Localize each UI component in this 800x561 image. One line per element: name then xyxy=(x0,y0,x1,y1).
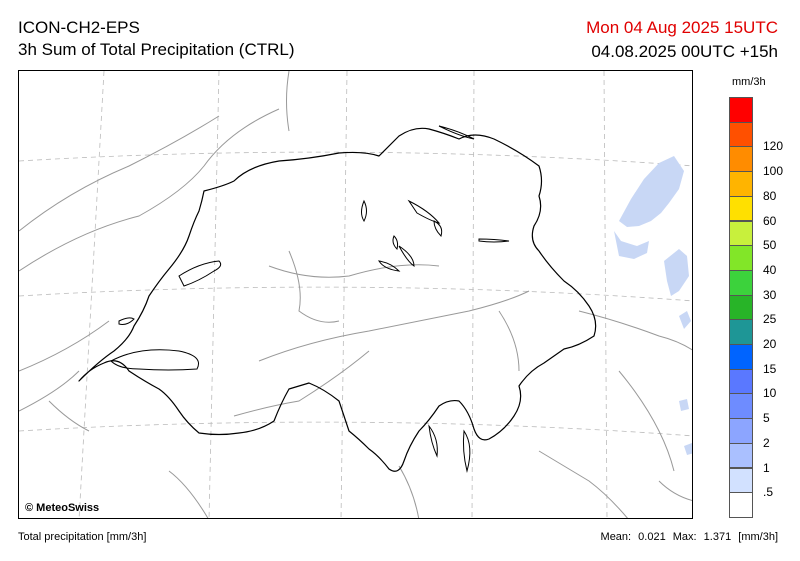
legend-swatch xyxy=(729,344,753,370)
max-value: 1.371 xyxy=(703,531,732,543)
regional-boundaries xyxy=(19,71,692,518)
legend-unit: mm/3h xyxy=(732,76,766,88)
legend-label: 25 xyxy=(763,312,777,327)
legend-swatch xyxy=(729,269,753,296)
legend-swatch xyxy=(729,146,753,173)
legend-swatch xyxy=(729,467,753,494)
legend-swatch xyxy=(729,97,753,123)
map-frame: © MeteoSwiss xyxy=(18,70,693,519)
valid-time: Mon 04 Aug 2025 15UTC xyxy=(586,18,778,37)
legend-label: 120 xyxy=(763,139,784,154)
legend-label: 60 xyxy=(763,213,777,228)
legend-label: 5 xyxy=(763,411,770,426)
footer-stats: Mean: 0.021 Max: 1.371 [mm/3h] xyxy=(597,531,778,543)
legend-label: 30 xyxy=(763,287,777,302)
legend-swatch xyxy=(729,492,753,518)
legend-label: 20 xyxy=(763,337,777,351)
legend-swatch xyxy=(729,393,753,420)
product-title: 3h Sum of Total Precipitation (CTRL) xyxy=(18,40,295,59)
map-canvas xyxy=(19,71,692,518)
legend-swatch xyxy=(729,121,753,148)
legend-swatch xyxy=(729,368,753,395)
legend-label: .5 xyxy=(763,485,774,500)
legend-label: 15 xyxy=(763,361,777,376)
legend-label: 40 xyxy=(763,262,777,277)
lakes xyxy=(110,125,510,473)
legend-swatch xyxy=(729,319,753,345)
copyright-label: © MeteoSwiss xyxy=(25,502,100,514)
run-time: 04.08.2025 00UTC +15h xyxy=(591,42,778,61)
legend-swatch xyxy=(729,171,753,197)
legend-swatch xyxy=(729,294,753,321)
mean-value: 0.021 xyxy=(638,531,666,543)
legend-swatch xyxy=(729,442,753,469)
mean-label: Mean: xyxy=(600,531,632,543)
legend-label: 50 xyxy=(763,238,777,253)
legend-swatch xyxy=(729,245,753,271)
max-label: Max: xyxy=(672,531,697,543)
legend-swatch xyxy=(729,195,753,222)
legend-label: 1 xyxy=(763,460,770,475)
stats-unit: [mm/3h] xyxy=(738,531,778,543)
lat-lon-grid xyxy=(19,71,692,518)
country-border xyxy=(78,127,597,472)
footer-variable-label: Total precipitation [mm/3h] xyxy=(18,531,147,543)
legend-label: 2 xyxy=(763,435,770,450)
legend-label: 80 xyxy=(763,188,777,203)
legend-swatch xyxy=(729,418,753,444)
precipitation-areas xyxy=(614,156,692,455)
legend-label: 100 xyxy=(763,164,784,179)
legend-label: 10 xyxy=(763,386,777,401)
legend-swatch xyxy=(729,220,753,247)
model-title: ICON-CH2-EPS xyxy=(18,18,140,37)
color-legend xyxy=(729,97,754,518)
